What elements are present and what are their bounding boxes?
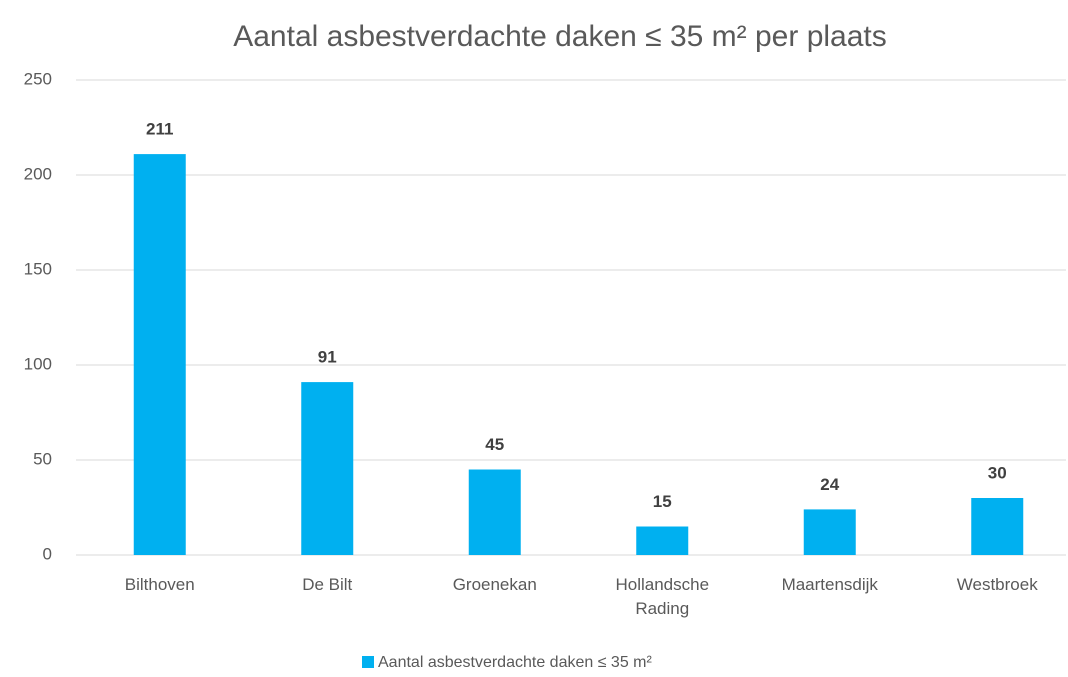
x-tick-label: Maartensdijk [781,575,878,594]
y-tick-label: 150 [24,259,52,278]
value-label: 45 [485,435,504,454]
bar [803,509,856,555]
x-tick-label: Hollandsche Rading [615,575,710,618]
y-tick-label: 0 [43,544,52,563]
x-tick-label: De Bilt [302,575,353,594]
x-tick-label: Bilthoven [124,575,195,594]
value-label: 30 [988,463,1007,482]
chart-title: Aantal asbestverdachte daken ≤ 35 m² per… [233,20,887,53]
y-tick-label: 200 [24,164,52,183]
bar [636,526,689,555]
value-label: 211 [146,120,173,139]
value-label: 91 [318,348,337,367]
x-tick-label: Groenekan [452,575,537,594]
value-label: 15 [653,492,672,511]
y-tick-label: 50 [33,449,52,468]
bar [468,469,521,555]
x-tick-label: Westbroek [956,575,1038,594]
y-tick-label: 100 [24,354,52,373]
y-tick-label: 250 [24,69,52,88]
bar [971,498,1024,555]
value-label: 24 [820,475,839,494]
legend-swatch [362,656,374,668]
bar [301,382,354,555]
legend-label: Aantal asbestverdachte daken ≤ 35 m² [378,654,653,671]
bar [133,154,186,555]
